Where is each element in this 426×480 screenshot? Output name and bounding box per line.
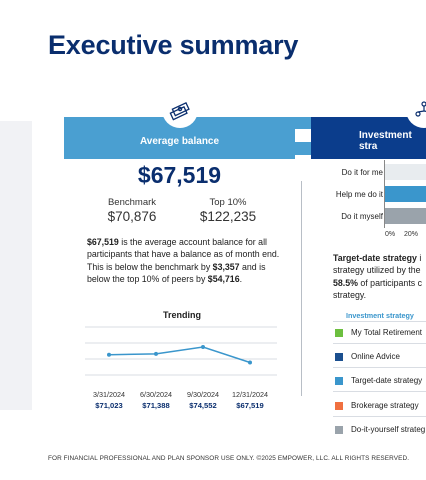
legend-item-do-it-yourself-strategy: Do-it-yourself strateg xyxy=(335,425,426,434)
axis-tick-20: 20% xyxy=(404,231,419,238)
legend-separator xyxy=(333,416,426,417)
trending-value: $67,519 xyxy=(236,401,264,410)
average-balance-title: Average balance xyxy=(139,135,220,147)
benchmark-label: Benchmark xyxy=(107,197,157,208)
legend-item-brokerage-strategy: Brokerage strategy xyxy=(335,401,426,410)
trending-date: 12/31/2024 xyxy=(232,390,268,399)
bar-help-me-do-it xyxy=(385,186,426,202)
legend-separator xyxy=(333,391,426,392)
bar-label-do-it-for-me: Do it for me xyxy=(341,168,383,177)
legend-swatch xyxy=(335,352,343,361)
trending-chart xyxy=(85,326,277,376)
trending-value: $74,552 xyxy=(189,401,217,410)
legend-separator xyxy=(333,367,426,368)
investment-strategy-header: Investment stra xyxy=(311,117,426,159)
benchmark-value: $70,876 xyxy=(107,209,157,224)
legend-item-target-date-strategy: Target-date strategy xyxy=(335,376,426,385)
legend-separator xyxy=(333,321,426,322)
bar-label-help-me-do-it: Help me do it xyxy=(335,190,383,199)
trending-gridlines xyxy=(85,326,277,376)
trending-point xyxy=(107,352,111,357)
header-connector-lower xyxy=(295,142,311,155)
trending-title: Trending xyxy=(163,310,201,320)
trending-point xyxy=(248,360,252,365)
legend-swatch xyxy=(335,401,343,410)
top-10-label: Top 10% xyxy=(209,197,247,208)
page-title: Executive summary xyxy=(48,30,299,60)
trending-line xyxy=(108,346,251,364)
money-stack-icon xyxy=(162,92,198,128)
header-connector xyxy=(295,117,311,129)
top-10-value: $122,235 xyxy=(199,209,257,224)
legend-title: Investment strategy xyxy=(346,311,414,320)
trending-date: 3/31/2024 xyxy=(93,390,125,399)
legend-swatch xyxy=(335,425,343,434)
investment-strategy-title: Investment stra xyxy=(359,130,412,152)
card-divider xyxy=(301,181,302,396)
average-balance-description: $67,519 is the average account balance f… xyxy=(87,237,280,285)
people-network-icon xyxy=(406,92,426,128)
trending-value: $71,388 xyxy=(142,401,170,410)
legend-separator xyxy=(333,343,426,344)
investment-strategy-description: Target-date strategy i strategy utilized … xyxy=(333,253,423,301)
trending-value: $71,023 xyxy=(95,401,123,410)
legend-swatch xyxy=(335,376,343,385)
trending-date: 6/30/2024 xyxy=(140,390,172,399)
bar-do-it-myself xyxy=(385,208,426,224)
axis-tick-0: 0% xyxy=(385,231,396,238)
average-balance-amount: $67,519 xyxy=(137,162,222,188)
bar-axis-line xyxy=(384,160,385,228)
trending-point xyxy=(201,345,205,349)
trending-point xyxy=(154,351,158,356)
legend-swatch xyxy=(335,328,343,337)
trending-date: 9/30/2024 xyxy=(187,390,219,399)
bar-do-it-for-me xyxy=(385,164,426,180)
legend-item-online-advice: Online Advice xyxy=(335,352,426,361)
footer-disclaimer: FOR FINANCIAL PROFESSIONAL AND PLAN SPON… xyxy=(48,455,410,462)
bar-label-do-it-myself: Do it myself xyxy=(341,212,383,221)
legend-item-my-total-retirement: My Total Retirement xyxy=(335,328,426,337)
previous-card-edge xyxy=(0,121,32,410)
